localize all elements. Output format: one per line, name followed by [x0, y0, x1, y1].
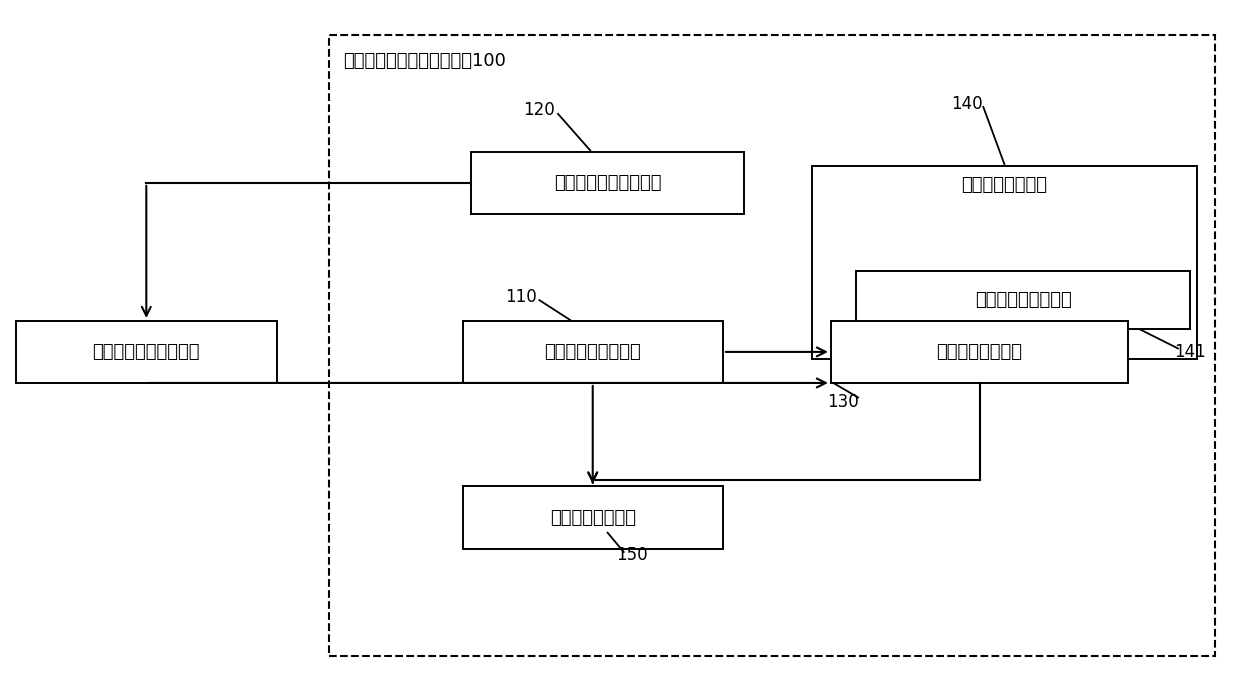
Text: 机器人自适应模糊控制系统100: 机器人自适应模糊控制系统100	[343, 52, 506, 70]
Bar	[471, 152, 744, 214]
Text: 控制系统运算模块: 控制系统运算模块	[549, 509, 636, 526]
Text: 141: 141	[1174, 343, 1207, 361]
Text: 辅助系统设计模块: 辅助系统设计模块	[936, 343, 1023, 361]
Text: 130: 130	[827, 393, 859, 411]
Text: 150: 150	[616, 546, 649, 564]
Text: 模糊逻辑系统建立模块: 模糊逻辑系统建立模块	[93, 343, 200, 361]
Text: 系统误差构建模块: 系统误差构建模块	[961, 176, 1048, 194]
Text: 140: 140	[951, 95, 983, 112]
Bar	[16, 321, 277, 383]
Bar	[831, 321, 1128, 383]
Text: 虚拟控制器设计单元: 虚拟控制器设计单元	[975, 291, 1071, 309]
Bar	[856, 271, 1190, 330]
Bar	[329, 34, 1215, 655]
Text: 时变逼近误差构建模块: 时变逼近误差构建模块	[554, 174, 661, 192]
Bar	[463, 486, 723, 549]
Bar	[812, 166, 1197, 359]
Bar	[463, 321, 723, 383]
Text: 120: 120	[523, 101, 556, 119]
Text: 110: 110	[505, 288, 537, 306]
Text: 机器人系统描述模块: 机器人系统描述模块	[544, 343, 641, 361]
